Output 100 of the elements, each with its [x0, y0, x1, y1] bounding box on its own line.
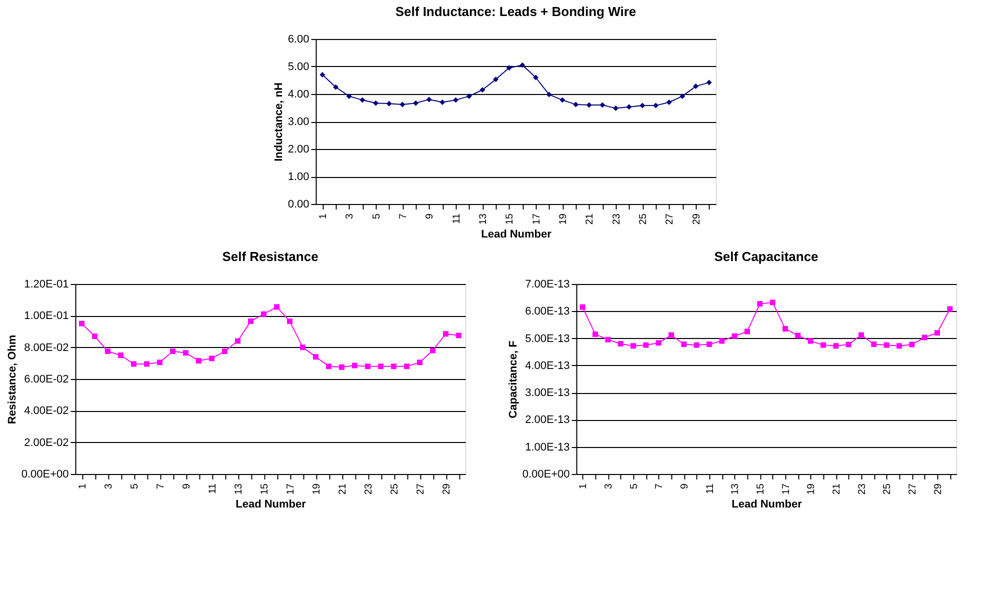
y-tick-label: 6.00E-13	[525, 306, 570, 318]
point	[105, 348, 110, 354]
chart-title: Self Inductance: Leads + Bonding Wire	[395, 4, 636, 19]
x-tick-label: 9	[424, 213, 436, 220]
x-tick-label: 11	[704, 483, 716, 494]
y-tick-label: 8.00E-02	[24, 342, 69, 354]
x-tick-label: 3	[344, 213, 356, 220]
point	[373, 100, 378, 106]
y-tick-label: 1.20E-01	[24, 278, 69, 290]
y-tick-label: 6.00	[288, 34, 310, 46]
y-tick-label: 4.00E-13	[525, 360, 570, 372]
x-tick-label: 21	[584, 213, 596, 225]
point	[261, 311, 266, 317]
point	[546, 92, 552, 98]
y-tick-label: 7.00E-13	[525, 278, 570, 290]
x-tick-label: 25	[882, 483, 894, 495]
y-tick-label: 3.00E-13	[525, 387, 570, 400]
x-tick-label: 23	[611, 213, 622, 225]
y-tick-label: 1.00E-13	[525, 441, 570, 454]
x-tick-label: 23	[856, 483, 868, 495]
x-tick-label: 13	[730, 483, 742, 495]
point	[520, 62, 526, 68]
y-axis-title: Resistance, Ohm	[6, 334, 18, 424]
point	[274, 304, 280, 310]
point	[417, 360, 422, 366]
x-tick-label: 1	[77, 483, 88, 490]
x-tick-label: 5	[371, 213, 382, 220]
point	[346, 93, 352, 99]
x-tick-label: 9	[679, 483, 690, 490]
y-tick-label: 1.00	[288, 171, 310, 183]
x-tick-label: 7	[398, 213, 409, 220]
x-tick-label: 15	[504, 213, 516, 225]
point	[339, 364, 344, 370]
x-tick-label: 27	[415, 483, 426, 495]
point	[248, 318, 254, 324]
x-tick-label: 29	[932, 483, 944, 495]
y-tick-label: 0.00E+00	[21, 468, 69, 480]
x-tick-label: 25	[389, 483, 400, 495]
y-tick-label: 4.00	[288, 88, 310, 100]
point	[183, 350, 188, 356]
chart-title: Self Resistance	[222, 249, 318, 264]
x-tick-label: 19	[311, 483, 322, 495]
point	[506, 65, 512, 71]
point	[333, 84, 338, 90]
x-tick-label: 5	[628, 483, 640, 490]
point	[466, 93, 472, 99]
x-axis-title: Lead Number	[481, 228, 552, 241]
x-tick-label: 5	[129, 483, 140, 490]
point	[680, 93, 686, 99]
point	[300, 344, 306, 350]
point	[365, 364, 370, 370]
point	[560, 97, 566, 103]
x-tick-label: 17	[285, 483, 296, 495]
y-tick-label: 4.00E-02	[24, 405, 69, 418]
point	[400, 102, 406, 108]
y-tick-label: 1.00E-01	[24, 310, 69, 322]
point	[313, 354, 318, 360]
y-tick-label: 2.00	[288, 144, 310, 156]
point	[131, 361, 136, 367]
point	[326, 364, 332, 370]
point	[404, 364, 410, 370]
point	[640, 102, 646, 108]
x-tick-label: 1	[578, 483, 590, 490]
x-tick-label: 7	[155, 483, 166, 490]
y-tick-label: 0.00	[288, 198, 310, 210]
point	[144, 361, 150, 367]
point	[378, 364, 384, 370]
x-tick-label: 27	[907, 483, 918, 495]
point	[693, 84, 698, 90]
x-tick-label: 15	[755, 483, 766, 495]
y-axis-title: Capacitance, F	[507, 340, 520, 418]
point	[480, 87, 486, 93]
x-tick-label: 13	[478, 213, 489, 225]
point	[430, 348, 436, 354]
x-tick-label: 19	[558, 213, 569, 225]
x-tick-label: 7	[654, 483, 666, 490]
x-tick-label: 13	[233, 483, 244, 495]
x-tick-label: 3	[103, 483, 114, 490]
x-tick-label: 17	[780, 483, 792, 495]
point	[443, 331, 448, 337]
point	[413, 100, 418, 106]
point	[613, 106, 618, 112]
point	[235, 338, 240, 344]
point	[79, 320, 84, 326]
x-tick-label: 1	[318, 213, 329, 220]
x-tick-label: 3	[603, 483, 614, 490]
point	[360, 97, 366, 103]
point	[426, 96, 432, 102]
x-tick-label: 21	[831, 483, 842, 495]
point	[706, 80, 712, 86]
x-tick-label: 15	[259, 483, 270, 495]
point	[196, 358, 202, 364]
point	[222, 348, 228, 354]
y-tick-label: 6.00E-02	[24, 374, 69, 386]
point	[209, 356, 214, 362]
point	[666, 100, 672, 105]
x-tick-label: 19	[806, 483, 818, 495]
point	[453, 97, 458, 103]
point	[456, 332, 462, 338]
point	[391, 364, 396, 370]
